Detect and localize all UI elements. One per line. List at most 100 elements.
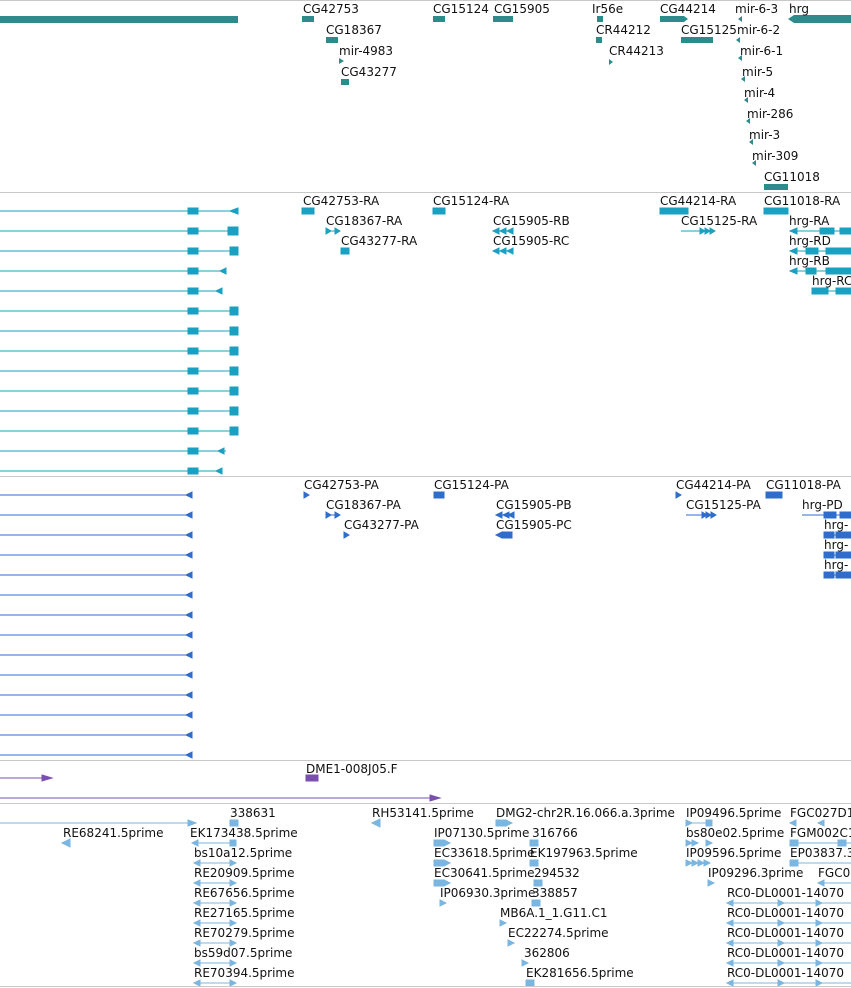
gene-label[interactable]: CR44213 — [609, 44, 664, 58]
est-label[interactable]: FGC027D1 — [790, 806, 851, 820]
est-label[interactable]: RE27165.5prime — [194, 906, 295, 920]
transcript-feature[interactable] — [788, 227, 851, 235]
est-feature[interactable] — [192, 979, 238, 986]
est-feature[interactable] — [725, 959, 851, 967]
est-feature[interactable] — [192, 919, 238, 927]
transcript-row[interactable] — [0, 447, 226, 455]
protein-feature[interactable] — [765, 491, 783, 499]
est-feature[interactable] — [525, 979, 535, 986]
est-feature[interactable] — [685, 819, 713, 827]
est-feature[interactable] — [816, 879, 851, 887]
est-label[interactable]: RC0-DL0001-14070 — [727, 906, 845, 920]
protein-row[interactable] — [0, 591, 193, 599]
est-feature[interactable] — [495, 819, 514, 827]
transcript-feature[interactable] — [681, 227, 716, 235]
gene-label[interactable]: CG42753 — [303, 2, 359, 16]
est-feature[interactable] — [433, 839, 452, 847]
gene-label[interactable]: mir-286 — [747, 107, 794, 121]
est-feature[interactable] — [192, 879, 238, 887]
protein-label[interactable]: hrg- — [824, 558, 849, 572]
est-feature[interactable] — [789, 839, 851, 847]
est-label[interactable]: FGC0 — [818, 866, 851, 880]
gene-label[interactable]: mir-6-1 — [740, 44, 784, 58]
transcript-row[interactable] — [0, 267, 227, 275]
gene-label[interactable]: mir-5 — [742, 65, 774, 79]
gene-label[interactable]: mir-3 — [749, 128, 781, 142]
clone-feature[interactable] — [305, 774, 319, 782]
est-label[interactable]: bs59d07.5prime — [194, 946, 293, 960]
est-feature[interactable] — [725, 979, 851, 986]
transcript-label[interactable]: CG15125-RA — [681, 214, 758, 228]
gene-feature[interactable] — [764, 184, 788, 190]
est-feature[interactable] — [789, 859, 851, 867]
protein-feature[interactable] — [686, 511, 717, 519]
est-feature[interactable] — [0, 819, 198, 827]
est-label[interactable]: RC0-DL0001-14070 — [727, 966, 845, 980]
est-feature[interactable] — [60, 838, 71, 848]
gene-label[interactable]: CG15124 — [433, 2, 489, 16]
protein-feature[interactable] — [823, 531, 851, 539]
est-feature[interactable] — [192, 939, 238, 947]
gene-feature[interactable] — [302, 16, 314, 22]
est-feature[interactable] — [192, 899, 238, 907]
est-feature[interactable] — [228, 819, 239, 827]
est-label[interactable]: 338857 — [532, 886, 578, 900]
gene-feature[interactable] — [596, 37, 602, 43]
transcript-row[interactable] — [0, 467, 223, 475]
transcript-row[interactable] — [0, 226, 239, 236]
est-label[interactable]: DMG2-chr2R.16.066.a.3prime — [496, 806, 675, 820]
est-feature[interactable] — [685, 859, 712, 867]
protein-label[interactable]: CG15905-PC — [496, 518, 572, 532]
est-feature[interactable] — [499, 919, 508, 927]
protein-row[interactable] — [0, 511, 193, 519]
protein-feature[interactable] — [325, 511, 341, 519]
transcript-feature[interactable] — [788, 247, 851, 255]
est-label[interactable]: EC30641.5prime — [434, 866, 535, 880]
transcript-label[interactable]: hrg-RB — [789, 254, 830, 268]
protein-feature[interactable] — [343, 531, 350, 539]
est-label[interactable]: 338631 — [230, 806, 276, 820]
protein-label[interactable]: hrg- — [824, 538, 849, 552]
est-feature[interactable] — [190, 839, 237, 847]
est-label[interactable]: RC0-DL0001-14070 — [727, 886, 845, 900]
transcript-row[interactable] — [0, 406, 239, 416]
gene-feature[interactable] — [493, 16, 513, 22]
est-label[interactable]: RC0-DL0001-14070 — [727, 926, 845, 940]
protein-feature[interactable] — [494, 531, 513, 539]
gene-feature[interactable] — [738, 55, 742, 61]
transcript-label[interactable]: CG43277-RA — [341, 234, 418, 248]
est-label[interactable]: IP09296.3prime — [708, 866, 804, 880]
est-label[interactable]: 294532 — [534, 866, 580, 880]
transcript-label[interactable]: hrg-RD — [789, 234, 831, 248]
est-feature[interactable] — [370, 818, 381, 828]
gene-feature[interactable] — [341, 79, 349, 85]
est-label[interactable]: RC0-DL0001-14070 — [727, 946, 845, 960]
est-label[interactable]: RE70279.5prime — [194, 926, 295, 940]
est-feature[interactable] — [192, 959, 238, 967]
gene-feature[interactable] — [609, 59, 613, 65]
est-feature[interactable] — [439, 899, 448, 907]
protein-label[interactable]: CG11018-PA — [766, 478, 841, 492]
transcript-label[interactable]: CG15905-RB — [493, 214, 570, 228]
transcript-feature[interactable] — [763, 207, 789, 215]
transcript-row[interactable] — [0, 426, 239, 436]
est-label[interactable]: IP09596.5prime — [686, 846, 782, 860]
est-label[interactable]: IP07130.5prime — [434, 826, 530, 840]
gene-label[interactable]: CG15125 — [681, 23, 737, 37]
transcript-label[interactable]: CG18367-RA — [326, 214, 403, 228]
gene-label[interactable]: mir-4983 — [339, 44, 394, 58]
transcript-label[interactable]: CG15124-RA — [433, 194, 510, 208]
transcript-feature[interactable] — [325, 227, 341, 235]
protein-feature[interactable] — [802, 511, 851, 519]
gene-label[interactable]: hrg — [789, 2, 809, 16]
gene-label[interactable]: CG18367 — [326, 23, 382, 37]
gene-feature[interactable] — [0, 16, 238, 23]
transcript-feature[interactable] — [788, 267, 851, 275]
est-label[interactable]: EP03837.3 — [790, 846, 851, 860]
gene-label[interactable]: mir-6-3 — [735, 2, 779, 16]
transcript-feature[interactable] — [811, 287, 851, 295]
protein-feature[interactable] — [823, 551, 851, 559]
gene-label[interactable]: CG44214 — [660, 2, 716, 16]
protein-row[interactable] — [0, 631, 193, 639]
est-label[interactable]: bs80e02.5prime — [686, 826, 785, 840]
